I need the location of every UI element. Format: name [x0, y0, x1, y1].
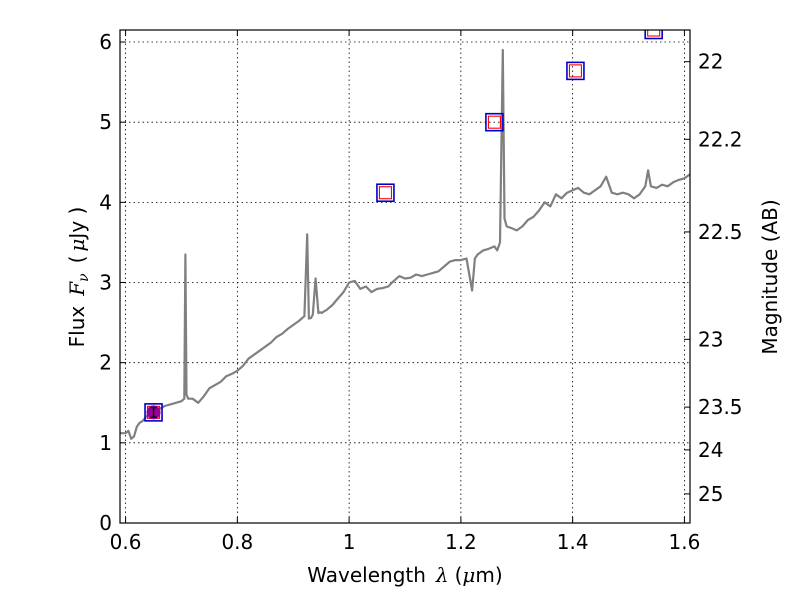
y2-tick-label: 22 [698, 50, 723, 74]
ticks: 0.6 0.8 1 1.2 1.4 1.601234562222.222.52323.52… [99, 30, 743, 554]
y2-tick-label: 24 [698, 438, 723, 462]
photometry-marker-red [647, 30, 661, 37]
photometry-marker-blue [485, 112, 504, 132]
x-tick-label: 0.8 [221, 530, 253, 554]
x-axis-label-unit-mu: μ [462, 563, 475, 587]
plot-frame [119, 29, 691, 524]
y-tick-label: 0 [99, 511, 112, 535]
y2-tick-label: 22.5 [698, 220, 743, 244]
photometry-marker-red [378, 186, 392, 200]
photometry-marker-blue [644, 30, 663, 40]
plot-area [120, 30, 690, 440]
x-axis-label-symbol: λ [435, 563, 449, 587]
y-axis-label-subscript: ν [76, 273, 92, 282]
y-tick-label: 6 [99, 30, 112, 54]
x-tick-label: 1.4 [557, 530, 589, 554]
y2-tick-label: 23 [698, 327, 723, 351]
photometry-marker-red [487, 115, 501, 129]
x-tick-label: 0.6 [110, 530, 142, 554]
y-tick-label: 4 [99, 190, 112, 214]
photometry-marker-blue [566, 61, 585, 81]
photometry-marker-blue [144, 403, 163, 422]
grid [120, 30, 690, 524]
photometry-marker-blue [376, 183, 395, 203]
y-axis-label-unit-rest: Jy ) [65, 207, 89, 241]
x-axis-label-prefix: Wavelength [307, 563, 426, 587]
photometry-marker-red [568, 64, 582, 78]
y-axis-label-unit-mu: μ [65, 239, 89, 252]
y2-axis-label: Magnitude (AB) [758, 199, 782, 354]
y-tick-label: 3 [99, 271, 112, 295]
y-axis-label-symbol: F [65, 281, 89, 297]
y2-tick-label: 22.2 [698, 127, 743, 151]
x-tick-label: 1 [343, 530, 356, 554]
y-tick-label: 2 [99, 351, 112, 375]
y-axis-label: Flux Fν ( μJy ) [65, 207, 92, 348]
y-axis-label-unit-open: ( [65, 256, 89, 264]
x-tick-label: 1.2 [445, 530, 477, 554]
y2-tick-label: 23.5 [698, 395, 743, 419]
x-axis-label-unit-rest: m) [475, 563, 502, 587]
x-tick-label: 1.6 [669, 530, 701, 554]
spectrum-line [120, 48, 690, 440]
y-tick-label: 5 [99, 110, 112, 134]
y-axis-label-prefix: Flux [65, 306, 89, 348]
x-axis-label: Wavelength λ (μm) [307, 563, 502, 587]
y-tick-label: 1 [99, 431, 112, 455]
x-axis-label-unit-open: ( [455, 563, 463, 587]
y2-tick-label: 25 [698, 482, 723, 506]
